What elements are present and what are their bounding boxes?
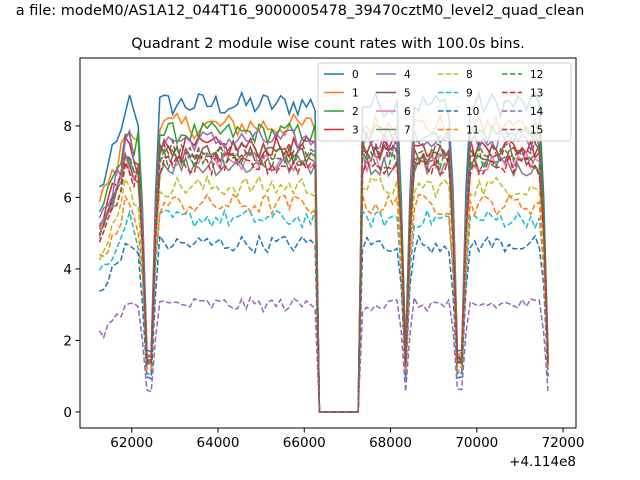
legend-label-0: 0 — [352, 69, 359, 81]
y-axis: 0 2 4 6 8 — [63, 119, 80, 421]
series-line-2 — [98, 121, 549, 413]
legend-label-11: 11 — [466, 125, 479, 137]
x-tick-label: 70000 — [455, 435, 498, 451]
series-line-8 — [98, 174, 549, 413]
series-line-7 — [98, 154, 549, 413]
x-tick-label: 68000 — [369, 435, 412, 451]
y-tick-label: 4 — [63, 262, 72, 278]
series-line-10 — [99, 233, 549, 413]
legend-label-12: 12 — [530, 69, 543, 81]
legend-label-7: 7 — [404, 125, 411, 137]
legend-label-1: 1 — [352, 88, 359, 100]
legend-label-15: 15 — [530, 125, 543, 137]
x-tick-label: 62000 — [110, 435, 153, 451]
legend-label-14: 14 — [530, 106, 544, 118]
series-line-15 — [98, 137, 549, 413]
legend-label-9: 9 — [466, 88, 473, 100]
legend-label-5: 5 — [404, 88, 411, 100]
legend-label-3: 3 — [352, 125, 359, 137]
y-tick-label: 0 — [63, 405, 72, 421]
figure-suptitle: a file: modeM0/AS1A12_044T16_9000005478_… — [15, 3, 585, 19]
chart-title: Quadrant 2 module wise count rates with … — [131, 36, 525, 52]
legend-label-10: 10 — [466, 106, 479, 118]
x-tick-label: 64000 — [197, 435, 240, 451]
x-offset-label: +4.114e8 — [509, 454, 576, 470]
x-tick-label: 66000 — [283, 435, 326, 451]
y-tick-label: 2 — [63, 333, 72, 349]
x-axis: 62000 64000 66000 68000 70000 72000 — [110, 428, 585, 451]
series-line-4 — [98, 128, 549, 413]
series-line-9 — [98, 207, 549, 413]
x-tick-label: 72000 — [542, 435, 585, 451]
legend-label-6: 6 — [404, 106, 411, 118]
legend-label-8: 8 — [466, 69, 473, 81]
series-line-14 — [98, 294, 549, 413]
series-line-11 — [99, 193, 549, 413]
y-tick-label: 8 — [63, 119, 72, 135]
legend-label-13: 13 — [530, 88, 543, 100]
series-line-3 — [98, 134, 549, 413]
legend-label-4: 4 — [404, 69, 411, 81]
axes-frame — [79, 57, 577, 429]
series-line-6 — [98, 149, 549, 413]
y-tick-label: 6 — [63, 190, 72, 206]
series-line-12 — [98, 146, 549, 413]
legend-label-2: 2 — [352, 106, 359, 118]
series-line-13 — [98, 152, 549, 413]
legend-box — [317, 62, 572, 142]
